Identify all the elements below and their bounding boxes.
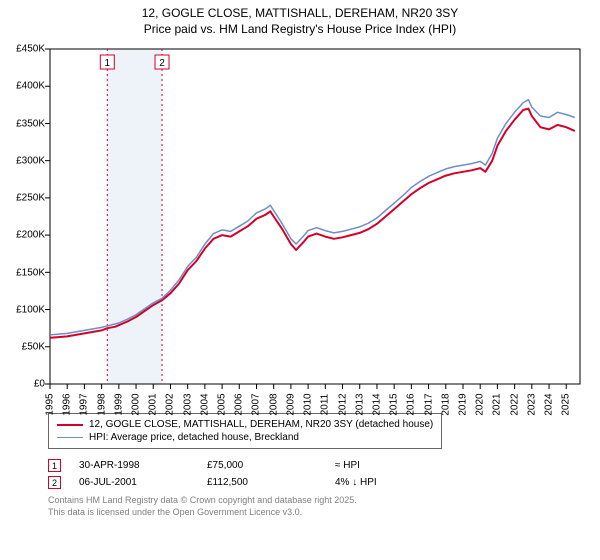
x-tick-label: 1995 <box>45 394 56 416</box>
sale-record: 2 06-JUL-2001 £112,500 4% ↓ HPI <box>48 476 600 489</box>
y-tick-label: £350K <box>16 118 45 129</box>
sale-rel-hpi: ≈ HPI <box>335 460 445 471</box>
sale-record: 1 30-APR-1998 £75,000 ≈ HPI <box>48 459 600 472</box>
sale-rel-hpi: 4% ↓ HPI <box>335 477 445 488</box>
x-tick-label: 2025 <box>561 394 572 416</box>
x-tick-label: 1996 <box>62 394 73 416</box>
x-tick-label: 2005 <box>217 394 228 416</box>
x-tick-label: 1998 <box>96 394 107 416</box>
chart-container: 12, GOGLE CLOSE, MATTISHALL, DEREHAM, NR… <box>0 0 600 560</box>
y-tick-label: £450K <box>16 44 45 55</box>
x-tick-label: 2007 <box>251 394 262 416</box>
legend-label: HPI: Average price, detached house, Brec… <box>89 432 299 443</box>
x-tick-label: 2020 <box>475 394 486 416</box>
x-tick-label: 2001 <box>148 394 159 416</box>
svg-text:1: 1 <box>105 58 111 69</box>
y-tick-label: £300K <box>16 155 45 166</box>
x-tick-label: 2014 <box>371 394 382 416</box>
x-tick-label: 2006 <box>234 394 245 416</box>
legend-label: 12, GOGLE CLOSE, MATTISHALL, DEREHAM, NR… <box>89 419 433 430</box>
x-tick-label: 2011 <box>320 394 331 416</box>
plot-area: 12 £0£50K£100K£150K£200K£250K£300K£350K£… <box>0 39 600 409</box>
x-tick-label: 1999 <box>113 394 124 416</box>
x-tick-label: 2023 <box>526 394 537 416</box>
title-line-1: 12, GOGLE CLOSE, MATTISHALL, DEREHAM, NR… <box>10 6 590 22</box>
sale-price: £75,000 <box>207 460 317 471</box>
x-tick-label: 2008 <box>268 394 279 416</box>
legend-item: 12, GOGLE CLOSE, MATTISHALL, DEREHAM, NR… <box>57 418 433 431</box>
x-tick-label: 2004 <box>199 394 210 416</box>
legend-line-swatch <box>57 424 83 426</box>
x-tick-label: 2019 <box>457 394 468 416</box>
sale-marker-icon: 1 <box>48 459 61 472</box>
x-tick-label: 2022 <box>509 394 520 416</box>
x-tick-label: 2012 <box>337 394 348 416</box>
copyright-notice: Contains HM Land Registry data © Crown c… <box>48 495 600 518</box>
x-tick-label: 2010 <box>303 394 314 416</box>
chart-title: 12, GOGLE CLOSE, MATTISHALL, DEREHAM, NR… <box>0 0 600 39</box>
x-tick-label: 2017 <box>423 394 434 416</box>
x-tick-label: 2024 <box>544 394 555 416</box>
sale-marker-icon: 2 <box>48 476 61 489</box>
y-tick-label: £400K <box>16 81 45 92</box>
y-tick-label: £100K <box>16 304 45 315</box>
x-tick-label: 2016 <box>406 394 417 416</box>
y-tick-label: £50K <box>22 341 45 352</box>
y-tick-label: £150K <box>16 267 45 278</box>
legend-line-swatch <box>57 437 83 438</box>
y-tick-label: £0 <box>34 379 45 390</box>
sale-price: £112,500 <box>207 477 317 488</box>
x-tick-label: 2018 <box>440 394 451 416</box>
x-tick-label: 2021 <box>492 394 503 416</box>
copyright-line-1: Contains HM Land Registry data © Crown c… <box>48 495 600 507</box>
sale-markers-list: 1 30-APR-1998 £75,000 ≈ HPI 2 06-JUL-2001 £112… <box>0 459 600 489</box>
sale-date: 30-APR-1998 <box>79 460 189 471</box>
x-tick-label: 2003 <box>182 394 193 416</box>
sale-date: 06-JUL-2001 <box>79 477 189 488</box>
x-tick-label: 1997 <box>79 394 90 416</box>
copyright-line-2: This data is licensed under the Open Gov… <box>48 507 600 519</box>
legend-item: HPI: Average price, detached house, Brec… <box>57 431 433 444</box>
legend: 12, GOGLE CLOSE, MATTISHALL, DEREHAM, NR… <box>48 413 442 449</box>
x-tick-label: 2000 <box>131 394 142 416</box>
x-tick-label: 2009 <box>285 394 296 416</box>
y-tick-label: £200K <box>16 230 45 241</box>
line-chart-svg: 12 <box>0 39 600 409</box>
y-tick-label: £250K <box>16 193 45 204</box>
title-line-2: Price paid vs. HM Land Registry's House … <box>10 22 590 38</box>
x-tick-label: 2015 <box>389 394 400 416</box>
x-tick-label: 2002 <box>165 394 176 416</box>
x-tick-label: 2013 <box>354 394 365 416</box>
svg-text:2: 2 <box>159 58 165 69</box>
